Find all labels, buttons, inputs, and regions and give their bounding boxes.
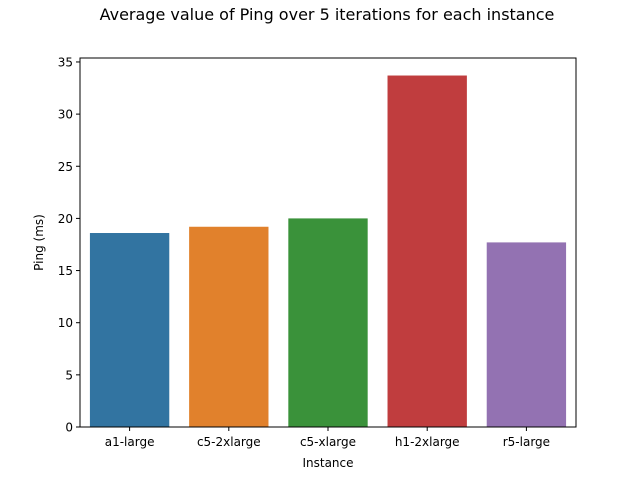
bar-c5-xlarge bbox=[288, 218, 368, 427]
bar-a1-large bbox=[89, 233, 170, 427]
bar-c5-2xlarge bbox=[189, 226, 269, 427]
y-tick-label: 25 bbox=[58, 160, 73, 174]
x-axis-label: Instance bbox=[302, 456, 353, 470]
y-tick-label: 10 bbox=[58, 316, 73, 330]
plot-frame bbox=[79, 57, 577, 428]
y-tick-label: 35 bbox=[58, 55, 73, 69]
x-tick-label: r5-large bbox=[503, 435, 550, 449]
bar-h1-2xlarge bbox=[387, 75, 467, 428]
y-tick-label: 15 bbox=[58, 264, 73, 278]
y-tick-label: 0 bbox=[65, 421, 73, 435]
bar-r5-large bbox=[486, 242, 567, 427]
y-tick-label: 20 bbox=[58, 212, 73, 226]
x-tick-label: a1-large bbox=[105, 435, 155, 449]
x-tick-label: h1-2xlarge bbox=[395, 435, 460, 449]
x-tick-label: c5-2xlarge bbox=[197, 435, 261, 449]
chart-title: Average value of Ping over 5 iterations … bbox=[100, 5, 555, 24]
y-axis-label: Ping (ms) bbox=[32, 214, 46, 271]
y-tick-label: 5 bbox=[65, 368, 73, 382]
x-tick-label: c5-xlarge bbox=[300, 435, 356, 449]
y-tick-label: 30 bbox=[58, 108, 73, 122]
